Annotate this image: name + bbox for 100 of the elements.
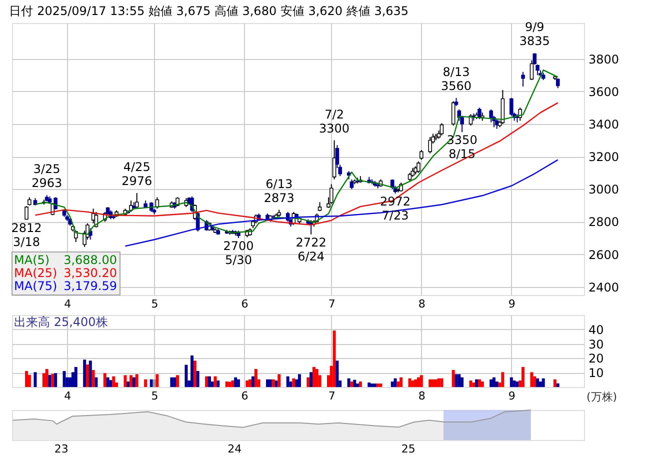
annotation: 8/13 3560 <box>440 64 472 93</box>
bar <box>542 378 545 387</box>
bar <box>190 355 194 387</box>
bar <box>274 380 278 387</box>
candlestick <box>521 71 525 88</box>
bar <box>208 376 211 387</box>
bar <box>458 374 461 387</box>
x-tick-label: 4 <box>64 390 72 402</box>
bar <box>234 377 238 387</box>
candlestick <box>329 184 334 204</box>
candlestick <box>510 97 514 116</box>
x-tick-label: 7 <box>328 390 336 402</box>
bar <box>170 377 174 387</box>
candlestick <box>518 107 522 122</box>
bar <box>332 330 336 387</box>
x-tick-label: 4 <box>64 298 72 310</box>
chart-title: 出来高 25,400株 <box>14 315 108 329</box>
bar <box>454 374 458 387</box>
bar <box>373 384 376 387</box>
y-tick-label: 10 <box>588 366 604 380</box>
annotation: 9/9 3835 <box>519 20 550 48</box>
x-tick-label: 23 <box>54 442 68 456</box>
candlestick <box>440 122 444 136</box>
x-tick-label: 7 <box>328 298 336 310</box>
bar <box>216 380 220 387</box>
bar <box>135 374 138 387</box>
annotation: 2722 6/24 <box>296 235 326 264</box>
bar <box>530 372 534 387</box>
bar <box>205 376 208 387</box>
x-tick-label: 8 <box>418 298 426 310</box>
bar <box>480 382 484 387</box>
bar <box>144 379 148 387</box>
candlestick <box>556 78 560 89</box>
bar <box>510 377 513 387</box>
text: MA(5) <box>14 253 50 267</box>
bar <box>358 382 362 387</box>
annotation: 3/25 2963 <box>32 162 62 190</box>
bar <box>472 382 476 387</box>
bar <box>416 377 420 387</box>
bar <box>231 380 234 387</box>
y-tick-label: 40 <box>588 322 604 337</box>
annotation: 3,530.20 <box>64 266 117 280</box>
bar <box>411 380 414 387</box>
bar <box>310 372 313 387</box>
bar <box>379 384 382 387</box>
bar <box>94 377 98 387</box>
bar <box>103 373 106 387</box>
annotation: 6/13 2873 <box>264 176 294 205</box>
bar <box>130 375 133 387</box>
bar <box>478 379 481 387</box>
bar <box>390 382 394 387</box>
bar <box>400 377 403 387</box>
bar <box>42 373 46 387</box>
bar <box>376 384 380 387</box>
y-tick-label: 3200 <box>588 150 620 164</box>
y-tick-label: 2400 <box>588 280 620 294</box>
bar <box>184 364 188 387</box>
bar <box>34 372 37 387</box>
x-tick-label: 6 <box>241 390 248 402</box>
bar <box>176 375 180 387</box>
y-tick-label: 20 <box>588 352 604 366</box>
bar <box>236 379 240 387</box>
bar <box>516 382 519 387</box>
y-tick-label: 2600 <box>588 248 620 262</box>
bar <box>25 371 28 387</box>
annotation: 3,688.00 <box>64 253 117 267</box>
candlestick <box>134 192 139 208</box>
x-tick-label: 25 <box>401 442 416 456</box>
y-tick-label: 2800 <box>588 215 620 230</box>
bar <box>533 376 536 387</box>
bar <box>428 379 432 387</box>
bar <box>109 380 112 387</box>
candlestick <box>420 150 424 160</box>
y-tick-label: 3000 <box>588 182 620 197</box>
bar <box>214 376 217 387</box>
y-tick-label: 30 <box>588 337 604 352</box>
bar <box>112 376 116 387</box>
bar <box>156 374 159 387</box>
bar <box>268 379 272 387</box>
bar <box>370 384 374 387</box>
bar <box>254 369 258 387</box>
bar <box>62 371 66 387</box>
y-tick-label: 3800 <box>588 52 620 66</box>
bar <box>193 360 196 387</box>
bar <box>126 382 130 387</box>
candlestick <box>428 136 432 154</box>
bar <box>553 379 556 387</box>
x-tick-label: 8 <box>418 390 426 402</box>
bar <box>490 379 493 387</box>
bar <box>475 379 478 387</box>
annotation: 2700 5/30 <box>223 238 254 267</box>
bar <box>312 366 316 387</box>
annotation: 2972 7/23 <box>380 194 411 223</box>
bar <box>292 378 296 387</box>
candlestick <box>530 60 534 81</box>
x-tick-label: 5 <box>151 390 158 402</box>
bar <box>414 379 418 387</box>
bar <box>86 364 89 387</box>
text: MA(25) <box>14 266 58 280</box>
bar <box>132 377 136 387</box>
